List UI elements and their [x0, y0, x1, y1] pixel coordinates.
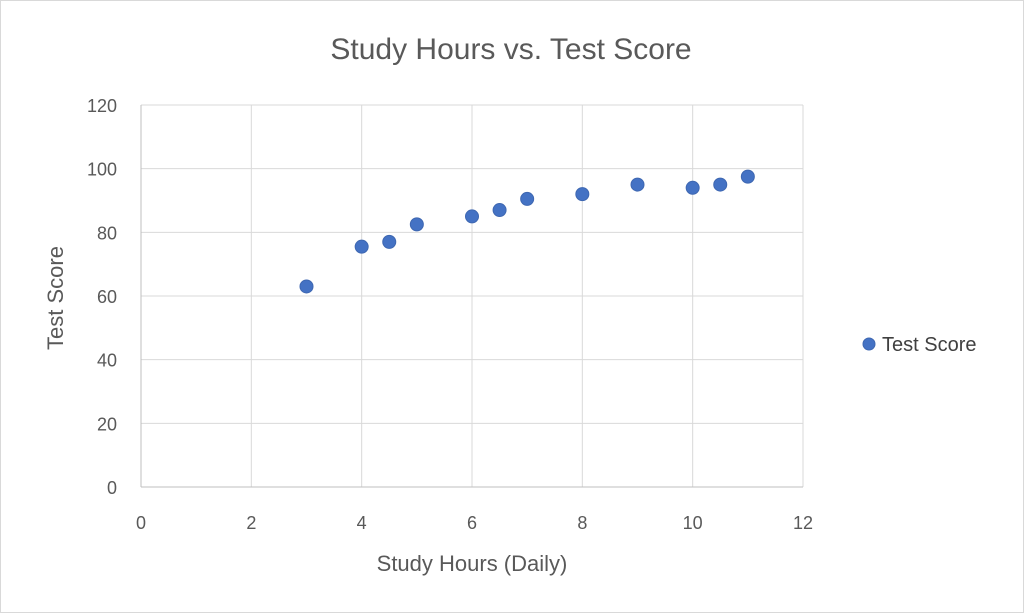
data-point — [520, 191, 535, 206]
x-tick-label: 0 — [136, 513, 146, 533]
x-tick-label: 12 — [793, 513, 813, 533]
y-tick-label: 60 — [97, 287, 117, 307]
legend-marker-test-score — [862, 337, 876, 351]
data-point — [575, 187, 590, 202]
legend-label-test-score: Test Score — [882, 334, 976, 356]
y-axis-title: Test Score — [43, 246, 68, 350]
data-point-layer — [299, 169, 755, 294]
x-tick-label: 6 — [467, 513, 477, 533]
data-point — [465, 209, 479, 224]
data-point — [492, 203, 507, 218]
data-point — [354, 239, 369, 254]
x-tick-label: 4 — [357, 513, 367, 533]
data-point — [382, 234, 397, 249]
x-tick-label: 2 — [246, 513, 256, 533]
y-tick-label: 20 — [97, 414, 117, 434]
grid-layer — [141, 104, 804, 487]
y-tick-label: 0 — [107, 478, 117, 498]
data-point — [713, 177, 728, 192]
y-tick-label: 100 — [87, 160, 117, 180]
data-point — [685, 180, 700, 195]
x-tick-label: 8 — [577, 513, 587, 533]
data-point — [740, 169, 755, 184]
x-tick-label: 10 — [683, 513, 703, 533]
y-tick-label: 40 — [97, 351, 117, 371]
y-tick-label: 120 — [87, 96, 117, 116]
x-axis-title: Study Hours (Daily) — [377, 551, 568, 576]
y-tick-label: 80 — [97, 223, 117, 243]
data-point — [630, 177, 645, 192]
data-point — [409, 217, 424, 232]
tick-label-layer: 0 20 40 60 80 100 120 0 2 4 6 8 10 12 — [87, 96, 813, 533]
data-point — [299, 279, 314, 294]
axis-layer — [140, 105, 803, 488]
chart-title: Study Hours vs. Test Score — [330, 33, 691, 66]
legend: Test Score — [862, 334, 976, 356]
